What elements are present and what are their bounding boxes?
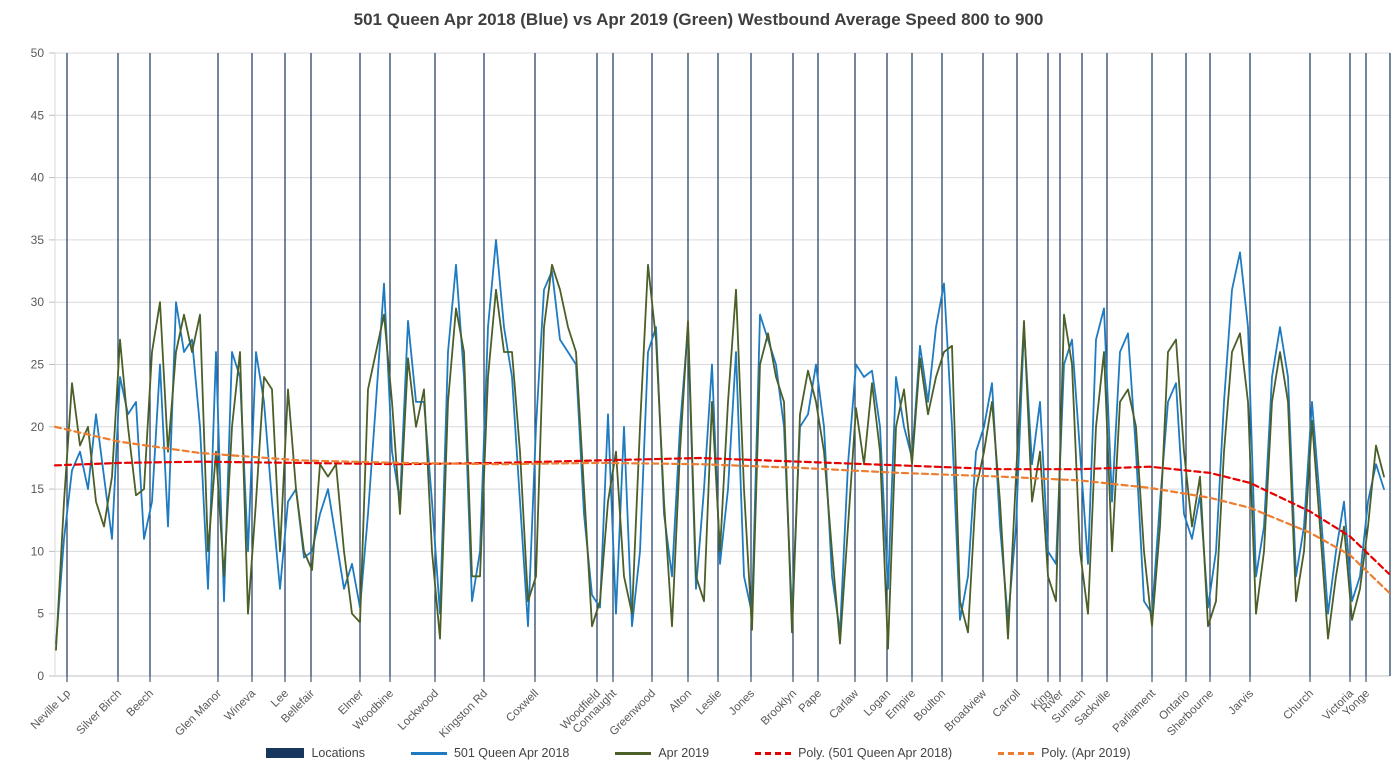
series-line-501-queen-apr-2018[interactable] <box>55 239 1385 645</box>
dashed-line-swatch-icon <box>998 751 1035 755</box>
y-axis-label: 40 <box>31 171 45 185</box>
y-axis-label: 15 <box>31 482 45 496</box>
x-axis-label: Glen Manor <box>173 688 224 739</box>
legend-label: Poly. (Apr 2019) <box>1041 746 1131 760</box>
dashed-line-swatch-icon <box>755 751 792 755</box>
x-axis-label: Parliament <box>1111 687 1159 735</box>
x-axis-label: Beech <box>125 688 157 720</box>
legend-label: 501 Queen Apr 2018 <box>453 746 570 760</box>
y-axis-label: 50 <box>31 46 45 60</box>
x-axis-label: Jarvis <box>1226 687 1256 717</box>
x-axis-label: Wineva <box>223 687 259 723</box>
x-axis-label: Carlaw <box>827 687 861 721</box>
legend-item-poly-2019[interactable]: Poly. (Apr 2019) <box>998 746 1131 760</box>
y-axis-label: 45 <box>31 108 45 122</box>
x-axis-label: Neville Lp <box>29 688 73 732</box>
legend-label: Locations <box>311 746 365 760</box>
x-axis-label: Broadview <box>943 687 990 734</box>
x-axis-label: Leslie <box>694 688 724 718</box>
y-axis-label: 0 <box>37 669 44 683</box>
y-axis-label: 5 <box>37 607 44 621</box>
x-axis-label: Coxwell <box>504 688 541 725</box>
x-axis-label: Jones <box>727 687 757 717</box>
y-axis-label: 30 <box>31 295 45 309</box>
x-axis-label: Pape <box>797 688 824 715</box>
x-axis-label: Church <box>1281 688 1316 723</box>
line-swatch-icon <box>615 751 652 755</box>
y-axis-label: 35 <box>31 233 45 247</box>
y-axis-label: 25 <box>31 358 45 372</box>
legend-item-locations[interactable]: Locations <box>266 746 365 760</box>
x-axis-label: Boulton <box>912 688 948 724</box>
x-axis-label: Lockwood <box>396 688 441 733</box>
legend-item-apr-2019[interactable]: Apr 2019 <box>615 746 709 760</box>
legend: Locations 501 Queen Apr 2018 Apr 2019 Po… <box>0 746 1397 760</box>
y-axis-label: 10 <box>31 544 45 558</box>
y-axis-label: 20 <box>31 420 45 434</box>
legend-item-apr-2018[interactable]: 501 Queen Apr 2018 <box>410 746 570 760</box>
series-trend-poly-apr-2019-[interactable] <box>53 425 1391 594</box>
x-axis-label: Carroll <box>991 688 1023 720</box>
line-swatch-icon <box>410 751 447 755</box>
x-axis-label: Silver Birch <box>75 688 125 738</box>
legend-item-poly-2018[interactable]: Poly. (501 Queen Apr 2018) <box>755 746 952 760</box>
series-trend-poly-501-queen-apr-2018-[interactable] <box>53 456 1391 575</box>
x-axis-label: Alton <box>667 688 694 715</box>
chart-title: 501 Queen Apr 2018 (Blue) vs Apr 2019 (G… <box>353 10 1044 29</box>
series-line-apr-2019[interactable] <box>55 263 1385 651</box>
legend-label: Poly. (501 Queen Apr 2018) <box>798 746 953 760</box>
plot-area: 0 5 10 15 20 25 30 35 40 45 50 Neville Lp Silver Bir… <box>29 46 1391 741</box>
x-axis-label: Kingston Rd <box>437 688 490 741</box>
x-axis-label: Brooklyn <box>759 688 799 728</box>
legend-label: Apr 2019 <box>658 746 710 760</box>
locations-swatch-icon <box>266 748 305 758</box>
x-axis-label: Lee <box>269 688 291 710</box>
